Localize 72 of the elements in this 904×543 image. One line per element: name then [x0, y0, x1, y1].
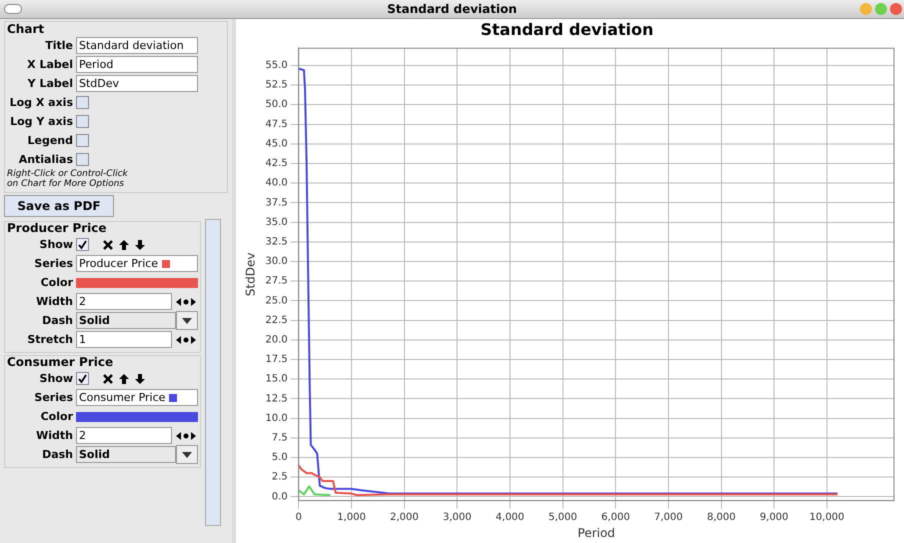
x-tick-label: 0 — [295, 512, 302, 524]
x-tick-label: 3,000 — [442, 512, 472, 524]
y-tick-label: 5.0 — [272, 452, 288, 464]
text: Antialias — [18, 153, 74, 166]
y-tick-label: 50.0 — [265, 99, 288, 110]
chart-title: Standard deviation — [480, 20, 654, 39]
text: Save as PDF — [4, 195, 114, 217]
text: Title — [44, 39, 74, 52]
y-tick-label: 47.5 — [265, 118, 288, 130]
y-tick-label: 37.5 — [265, 197, 288, 208]
y-tick-label: 42.5 — [265, 158, 288, 170]
text: X Label — [26, 58, 74, 71]
text: StdDev — [79, 77, 120, 90]
text: Log X axis — [8, 96, 74, 109]
text: 1 — [76, 331, 172, 348]
x-axis-title: Period — [578, 526, 616, 540]
text: Show — [38, 238, 74, 251]
text: Right-Click or Control-Click — [7, 169, 128, 179]
text: 2 — [76, 293, 172, 310]
x-tick-label: 9,000 — [760, 512, 788, 524]
text: Width — [35, 429, 74, 442]
y-tick-label: 17.5 — [265, 354, 288, 366]
y-tick-label: 40.0 — [265, 178, 288, 189]
y-tick-label: 35.0 — [265, 216, 288, 228]
text: Dash — [41, 314, 74, 327]
text: Log Y axis — [9, 115, 74, 128]
text: Color — [40, 276, 74, 289]
text: Series — [33, 257, 74, 270]
text: Solid — [76, 312, 176, 329]
text: Legend — [26, 134, 74, 147]
y-tick-label: 10.0 — [265, 412, 288, 424]
text: Dash — [41, 448, 74, 461]
y-tick-label: 32.5 — [265, 236, 288, 248]
x-tick-label: 7,000 — [654, 512, 683, 524]
text: Producer Price — [7, 221, 107, 235]
y-tick-label: 45.0 — [265, 138, 288, 150]
y-tick-label: 25.0 — [265, 295, 288, 306]
y-tick-label: 7.5 — [272, 432, 288, 444]
text: 2 — [76, 427, 172, 444]
text: Y Label — [26, 77, 74, 90]
x-tick-label: 10,000 — [809, 512, 844, 524]
legend-label: Producer Price — [79, 256, 158, 271]
x-tick-label: 6,000 — [601, 512, 630, 524]
x-tick-label: 1,000 — [337, 512, 366, 524]
y-tick-label: 20.0 — [265, 334, 288, 346]
text: Series — [33, 391, 74, 404]
text: Consumer Price — [7, 355, 114, 369]
text: Period — [79, 58, 114, 71]
y-axis-title: StdDev — [243, 252, 258, 296]
y-tick-label: 2.5 — [272, 472, 288, 483]
y-tick-label: 22.5 — [265, 314, 288, 326]
chart-title: Standard deviation — [387, 2, 517, 16]
x-tick-label: 5,000 — [548, 512, 578, 524]
text: on Chart for More Options — [7, 179, 124, 189]
legend-label: Consumer Price — [79, 390, 166, 405]
y-tick-label: 30.0 — [265, 256, 288, 268]
x-tick-label: 4,000 — [496, 512, 524, 524]
text: Solid — [76, 446, 176, 463]
y-tick-label: 27.5 — [265, 276, 288, 287]
x-tick-label: 2,000 — [390, 512, 419, 524]
y-tick-label: 52.5 — [265, 80, 288, 91]
x-tick-label: 8,000 — [706, 512, 736, 524]
y-tick-label: 15.0 — [265, 374, 288, 385]
y-tick-label: 0.0 — [272, 491, 288, 502]
chart-title: Standard deviation — [79, 39, 184, 52]
text: Show — [38, 372, 74, 385]
text: Color — [40, 410, 74, 423]
text: Chart — [7, 22, 46, 36]
text: Width — [35, 295, 74, 308]
y-tick-label: 55.0 — [265, 60, 288, 72]
y-tick-label: 12.5 — [265, 393, 288, 404]
text: Stretch — [26, 333, 74, 346]
